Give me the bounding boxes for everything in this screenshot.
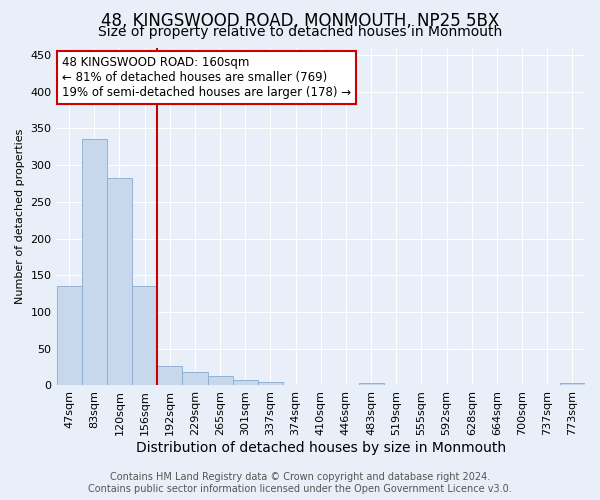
Bar: [359, 382, 383, 386]
Bar: [107, 178, 132, 386]
Bar: [208, 376, 233, 386]
Text: 48 KINGSWOOD ROAD: 160sqm
← 81% of detached houses are smaller (769)
19% of semi: 48 KINGSWOOD ROAD: 160sqm ← 81% of detac…: [62, 56, 351, 99]
Bar: [132, 286, 157, 386]
Text: 48, KINGSWOOD ROAD, MONMOUTH, NP25 5BX: 48, KINGSWOOD ROAD, MONMOUTH, NP25 5BX: [101, 12, 499, 30]
Bar: [560, 382, 585, 386]
Text: Size of property relative to detached houses in Monmouth: Size of property relative to detached ho…: [98, 25, 502, 39]
Bar: [56, 286, 82, 386]
Y-axis label: Number of detached properties: Number of detached properties: [15, 129, 25, 304]
X-axis label: Distribution of detached houses by size in Monmouth: Distribution of detached houses by size …: [136, 441, 506, 455]
Bar: [82, 140, 107, 386]
Bar: [258, 382, 283, 386]
Bar: [233, 380, 258, 386]
Bar: [182, 372, 208, 386]
Text: Contains HM Land Registry data © Crown copyright and database right 2024.
Contai: Contains HM Land Registry data © Crown c…: [88, 472, 512, 494]
Bar: [157, 366, 182, 386]
